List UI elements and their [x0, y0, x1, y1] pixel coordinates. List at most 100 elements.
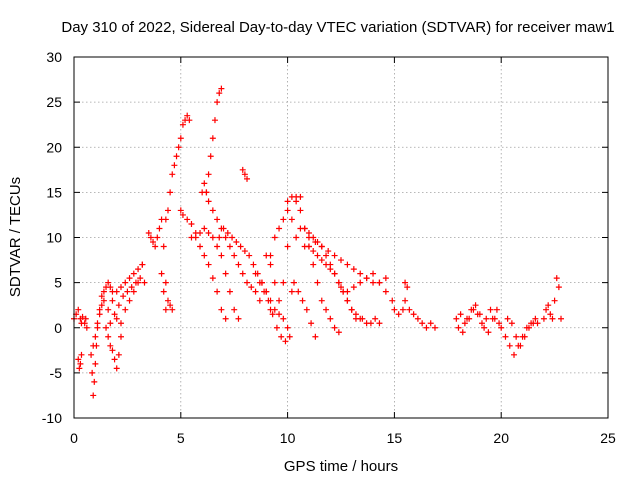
series-swirl-c — [107, 275, 148, 327]
x-tick-label: 25 — [600, 430, 616, 446]
data-point — [239, 166, 246, 173]
data-point — [222, 234, 229, 241]
data-point — [252, 288, 259, 295]
grid-lines — [74, 57, 608, 418]
data-point — [214, 288, 221, 295]
data-point — [344, 261, 351, 268]
data-point — [314, 252, 321, 259]
y-tick-label: 30 — [46, 49, 62, 65]
series-peak10-e — [291, 279, 319, 340]
data-point — [79, 313, 86, 320]
data-point — [128, 284, 135, 291]
series-late-c — [391, 306, 406, 318]
data-point — [111, 311, 118, 318]
data-point — [117, 333, 124, 340]
data-point — [100, 288, 107, 295]
data-point — [404, 284, 411, 291]
data-point — [476, 311, 483, 318]
y-tick-label: 15 — [46, 184, 62, 200]
data-point — [120, 293, 127, 300]
data-point — [395, 311, 402, 318]
series-dip — [88, 279, 116, 399]
data-point — [252, 270, 259, 277]
data-point — [75, 356, 82, 363]
data-point — [152, 243, 159, 250]
data-point — [498, 324, 505, 331]
data-point — [207, 153, 214, 160]
series-peak-b — [188, 225, 242, 322]
data-point — [256, 297, 263, 304]
data-point — [370, 279, 377, 286]
data-point — [558, 315, 565, 322]
data-point — [305, 234, 312, 241]
data-point — [314, 279, 321, 286]
data-point — [107, 284, 114, 291]
data-point — [363, 275, 370, 282]
data-point — [389, 297, 396, 304]
data-point — [211, 117, 218, 124]
data-point — [357, 270, 364, 277]
data-point — [344, 288, 351, 295]
data-point — [205, 198, 212, 205]
data-point — [271, 306, 278, 313]
series-mid-d — [267, 207, 291, 259]
data-point — [167, 302, 174, 309]
data-point — [419, 320, 426, 327]
data-point — [203, 189, 210, 196]
x-axis-label: GPS time / hours — [284, 458, 398, 475]
data-point — [312, 333, 319, 340]
series-late-a — [338, 270, 396, 304]
data-point — [402, 297, 409, 304]
data-point — [122, 279, 129, 286]
data-point — [237, 243, 244, 250]
data-point — [100, 297, 107, 304]
data-point — [359, 315, 366, 322]
data-point — [461, 320, 468, 327]
data-point — [352, 311, 359, 318]
data-point — [103, 324, 110, 331]
series-swirl-a — [103, 324, 124, 372]
data-point — [115, 302, 122, 309]
data-point — [280, 216, 287, 223]
plot-frame — [73, 56, 609, 419]
data-point — [105, 333, 112, 340]
data-point — [293, 193, 300, 200]
data-point — [485, 329, 492, 336]
data-point — [124, 288, 131, 295]
data-point — [457, 311, 464, 318]
data-point — [222, 315, 229, 322]
data-point — [318, 243, 325, 250]
data-point — [382, 288, 389, 295]
data-point — [297, 207, 304, 214]
series-late-d — [402, 279, 411, 291]
series-mid-a — [252, 270, 293, 345]
data-point — [288, 288, 295, 295]
y-tick-label: 10 — [46, 230, 62, 246]
data-point — [453, 315, 460, 322]
data-point — [226, 243, 233, 250]
data-point — [78, 351, 85, 358]
chart-title: Day 310 of 2022, Sidereal Day-to-day VTE… — [61, 19, 614, 36]
data-point — [218, 85, 225, 92]
data-point — [331, 324, 338, 331]
data-point — [77, 360, 84, 367]
data-point — [399, 306, 406, 313]
data-point — [209, 275, 216, 282]
series-rise-c — [162, 112, 193, 223]
data-point — [235, 315, 242, 322]
data-point — [81, 320, 88, 327]
data-point — [318, 297, 325, 304]
data-point — [218, 252, 225, 259]
data-point — [248, 284, 255, 291]
data-point — [139, 261, 146, 268]
data-point — [235, 261, 242, 268]
data-point — [244, 279, 251, 286]
data-point — [122, 306, 129, 313]
data-point — [96, 311, 103, 318]
data-point — [370, 270, 377, 277]
series-late-b — [359, 315, 383, 327]
data-point — [167, 189, 174, 196]
data-point — [239, 270, 246, 277]
x-tick-label: 20 — [493, 430, 509, 446]
data-points — [71, 85, 565, 399]
